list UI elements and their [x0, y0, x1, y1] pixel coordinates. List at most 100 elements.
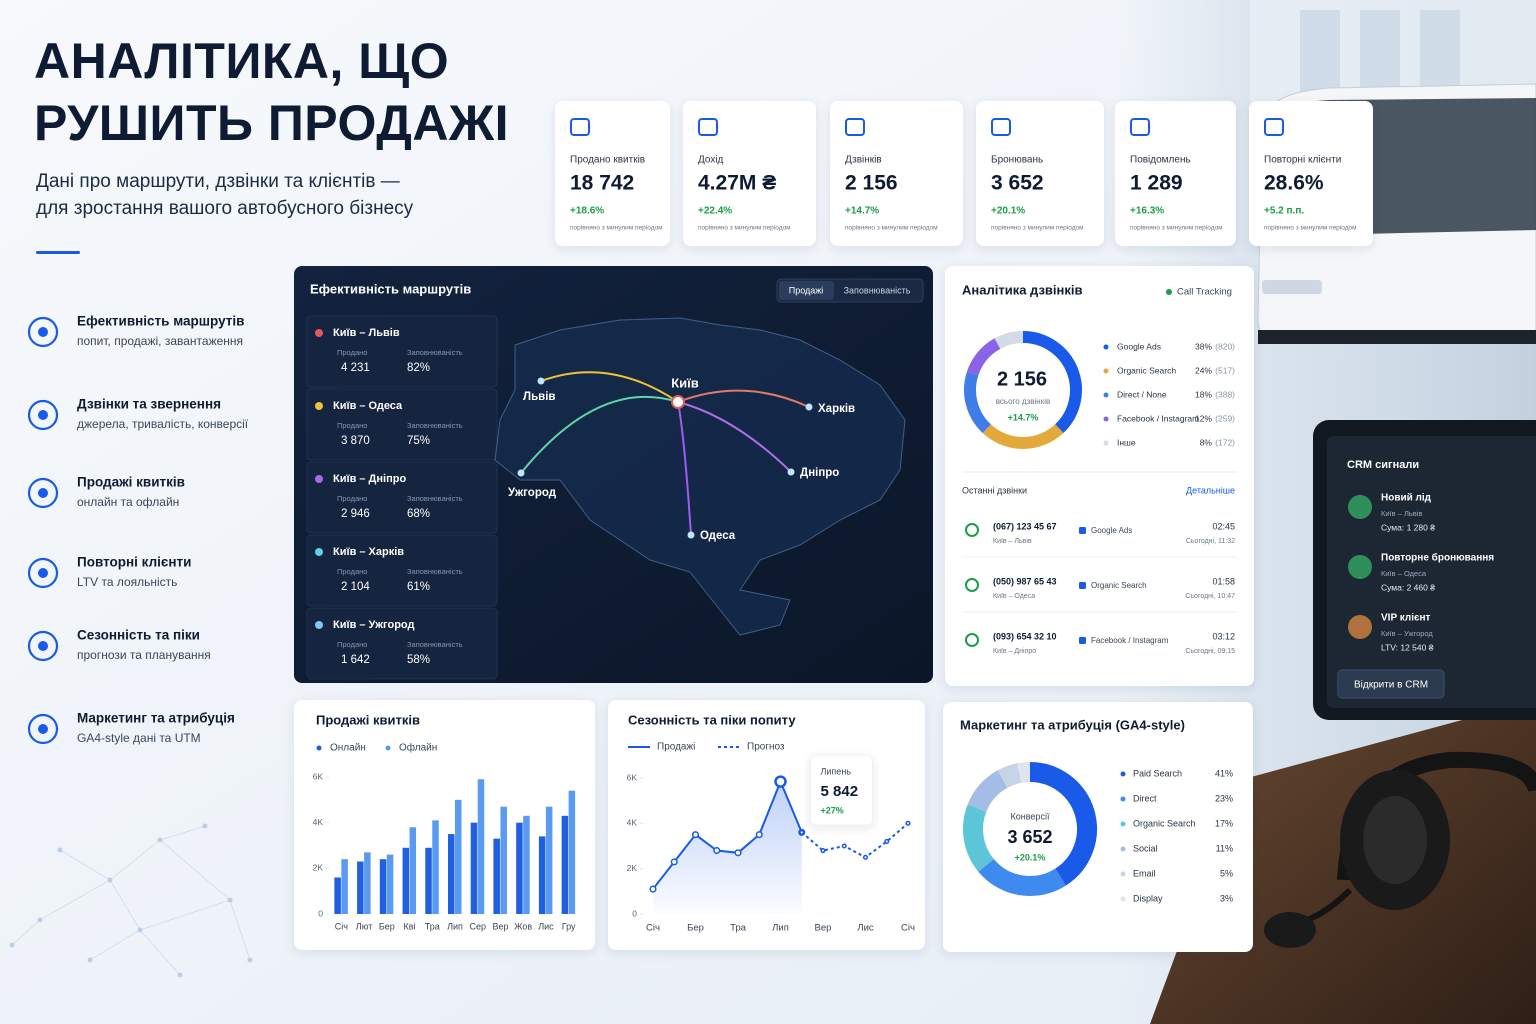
x-tick-label: Січ: [646, 923, 660, 934]
bar: [386, 854, 394, 914]
x-tick-label: Тра: [730, 923, 747, 934]
bar: [364, 852, 371, 914]
legend-dot: [1103, 344, 1109, 350]
line-point: [734, 849, 742, 857]
feature-icon-dot: [38, 327, 48, 337]
legend-label: Direct: [1133, 793, 1157, 803]
call-source: Organic Search: [1091, 581, 1147, 590]
count-label: (820): [1215, 341, 1235, 351]
route-sold: 2 104: [341, 581, 370, 593]
donut-segment: [964, 371, 992, 434]
feature-icon-dot: [38, 410, 48, 420]
kpi-note: порівняно з минулим періодом: [570, 224, 663, 232]
source-icon: [1079, 637, 1086, 644]
x-tick-label: Сер: [469, 921, 486, 931]
kpi-label: Продано квитків: [570, 155, 645, 166]
feature-icon-dot: [38, 568, 48, 578]
crm-button[interactable]: [1337, 669, 1445, 699]
crm-item-title: Новий лід: [1381, 493, 1432, 504]
route-sold-label: Продано: [337, 348, 367, 357]
x-tick-label: Бер: [379, 921, 395, 931]
line-point: [820, 847, 826, 854]
feature-subtitle: джерела, тривалість, конверсії: [77, 417, 249, 431]
legend-label: Paid Search: [1133, 768, 1182, 778]
tab[interactable]: Заповнюваність: [844, 285, 911, 295]
feature-subtitle: LTV та лояльність: [77, 575, 177, 589]
city-dot: [787, 468, 795, 476]
legend-label: Прогноз: [747, 742, 785, 753]
legend-label: Direct / None: [1117, 389, 1167, 399]
kpi-card: [1115, 101, 1236, 246]
crm-avatar: [1348, 495, 1372, 519]
legend-dot: [1120, 896, 1126, 902]
call-phone: (050) 987 65 43: [993, 576, 1057, 586]
kpi-label: Дохід: [698, 155, 724, 166]
value-label: 24%: [1195, 365, 1212, 375]
value-label: 12%: [1195, 413, 1212, 423]
crm-button-label[interactable]: Відкрити в CRM: [1354, 680, 1428, 691]
legend-dot: [1120, 771, 1126, 777]
kpi-card: [1249, 101, 1373, 246]
route-line: [677, 401, 792, 473]
ukraine-outline: [494, 317, 906, 636]
feature-subtitle: прогнози та планування: [77, 648, 211, 662]
bar: [432, 820, 439, 914]
count-label: (388): [1215, 389, 1235, 399]
kpi-value: 4.27M ₴: [698, 172, 776, 195]
line-point: [755, 831, 763, 839]
bar: [357, 861, 364, 914]
route-fill: 75%: [407, 435, 430, 447]
call-route: Київ – Львів: [993, 537, 1032, 545]
kpi-change: +20.1%: [991, 206, 1025, 217]
call-source: Google Ads: [1091, 526, 1132, 535]
kpi-note: порівняно з минулим періодом: [1264, 224, 1357, 232]
kpi-change: +16.3%: [1130, 206, 1164, 217]
line-point: [691, 831, 700, 839]
legend-label: Social: [1133, 843, 1158, 853]
phone-icon: [965, 633, 979, 647]
bar: [409, 827, 417, 914]
line-point: [862, 854, 869, 860]
donut-center-value: 2 156: [997, 368, 1047, 390]
feature-title: Продажі квитків: [77, 475, 185, 490]
kpi-note: порівняно з минулим періодом: [845, 224, 938, 232]
x-tick-label: Тра: [425, 921, 440, 931]
kpi-change: +22.4%: [698, 206, 732, 217]
feature-title: Дзвінки та звернення: [77, 397, 221, 412]
kpi-icon: [570, 118, 590, 136]
link[interactable]: Детальніше: [1186, 485, 1235, 495]
crm-item-amount: LTV: 12 540 ₴: [1381, 642, 1434, 652]
bar: [477, 779, 485, 914]
x-tick-label: Вер: [492, 921, 508, 931]
line-point: [841, 843, 847, 849]
value-label: 18%: [1195, 389, 1212, 399]
call-duration: 02:45: [1212, 521, 1235, 531]
city-label: Дніпро: [800, 467, 839, 479]
call-route: Київ – Одеса: [993, 593, 1035, 600]
building-window: [1300, 10, 1340, 100]
x-tick-label: Жов: [514, 921, 532, 931]
route-sold-label: Продано: [337, 421, 367, 430]
legend-dot: [1103, 392, 1109, 398]
kpi-note: порівняно з минулим періодом: [1130, 224, 1223, 232]
kpi-icon: [698, 118, 718, 136]
legend-label: Онлайн: [330, 743, 366, 754]
kpi-label: Бронювань: [991, 155, 1043, 166]
crm-avatar: [1348, 555, 1372, 579]
route-name: Київ – Одеса: [333, 400, 403, 412]
tab[interactable]: Продажі: [789, 285, 824, 295]
value-label: 8%: [1200, 437, 1213, 447]
legend-dot: [385, 745, 391, 751]
call-phone: (093) 654 32 10: [993, 631, 1057, 641]
legend-label: Organic Search: [1117, 365, 1176, 375]
kpi-change: +18.6%: [570, 206, 604, 217]
bar: [561, 815, 569, 914]
building-window: [1420, 10, 1460, 100]
legend-dot: [1120, 871, 1126, 877]
city-dot: [671, 395, 685, 409]
donut-segment: [1017, 762, 1031, 783]
line-point: [884, 838, 890, 845]
section-title: Останні дзвінки: [962, 485, 1027, 495]
feature-icon: [27, 713, 59, 745]
legend-label: Display: [1133, 893, 1163, 903]
